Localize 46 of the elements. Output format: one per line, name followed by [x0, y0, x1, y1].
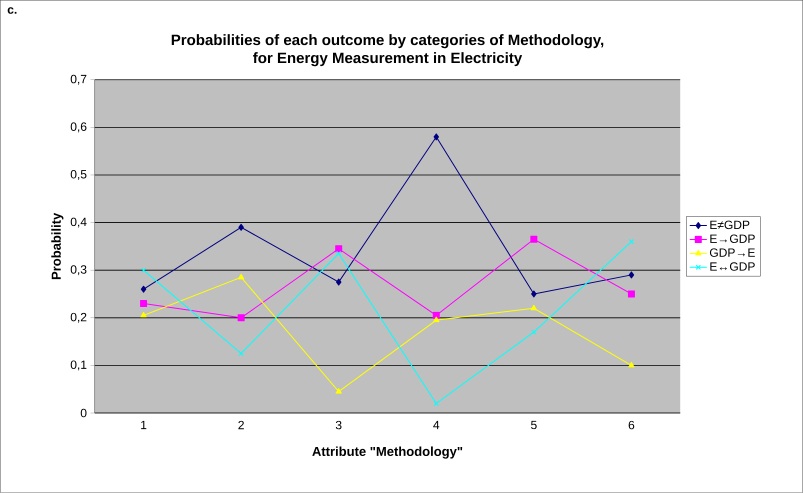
point [238, 224, 244, 231]
chart-title: Probabilities of each outcome by categories of Methodology, for Energy Measurement in Electricity [172, 34, 604, 66]
text: c. [8, 7, 16, 14]
y-tick-label: 0,2 [70, 312, 86, 323]
point [628, 362, 635, 368]
y-tick-label: 0,5 [70, 170, 86, 180]
point [432, 312, 440, 320]
point [336, 388, 342, 394]
y-axis-title: Probability [51, 212, 64, 280]
point [530, 236, 538, 243]
point [531, 330, 536, 335]
point [335, 245, 342, 252]
point [434, 133, 440, 140]
legend-label: E→GDP [710, 234, 755, 244]
y-tick-label: 0,4 [70, 218, 87, 228]
x-axis-title: Attribute "Methodology" [312, 446, 462, 459]
point [531, 290, 537, 298]
point [628, 290, 635, 298]
point [140, 312, 147, 318]
x-tick-label: 6 [628, 420, 634, 430]
point [336, 251, 342, 256]
legend-label: E≠GDP [710, 220, 750, 230]
point [238, 314, 245, 322]
point [628, 239, 634, 244]
x-tick-label: 3 [336, 420, 342, 430]
x-tick-label: 2 [238, 420, 244, 430]
legend-label: GDP→E [710, 248, 755, 257]
x-tick-label: 1 [141, 420, 146, 430]
y-tick-label: 0,6 [70, 122, 86, 132]
point [628, 272, 634, 279]
point [140, 286, 146, 293]
x-tick-label: 5 [531, 420, 537, 430]
y-tick-label: 0,7 [70, 74, 86, 85]
point [530, 304, 537, 310]
y-tick-label: 0,3 [70, 265, 86, 276]
point [140, 300, 148, 308]
y-tick-label: 0 [80, 408, 87, 418]
point [238, 274, 244, 280]
x-tick-label: 4 [433, 420, 440, 430]
point [140, 268, 146, 273]
point [433, 316, 440, 322]
point [336, 278, 342, 286]
point [238, 350, 244, 356]
legend-label: E↔GDP [710, 262, 755, 271]
point [434, 400, 439, 406]
y-tick-label: 0,1 [70, 360, 86, 370]
